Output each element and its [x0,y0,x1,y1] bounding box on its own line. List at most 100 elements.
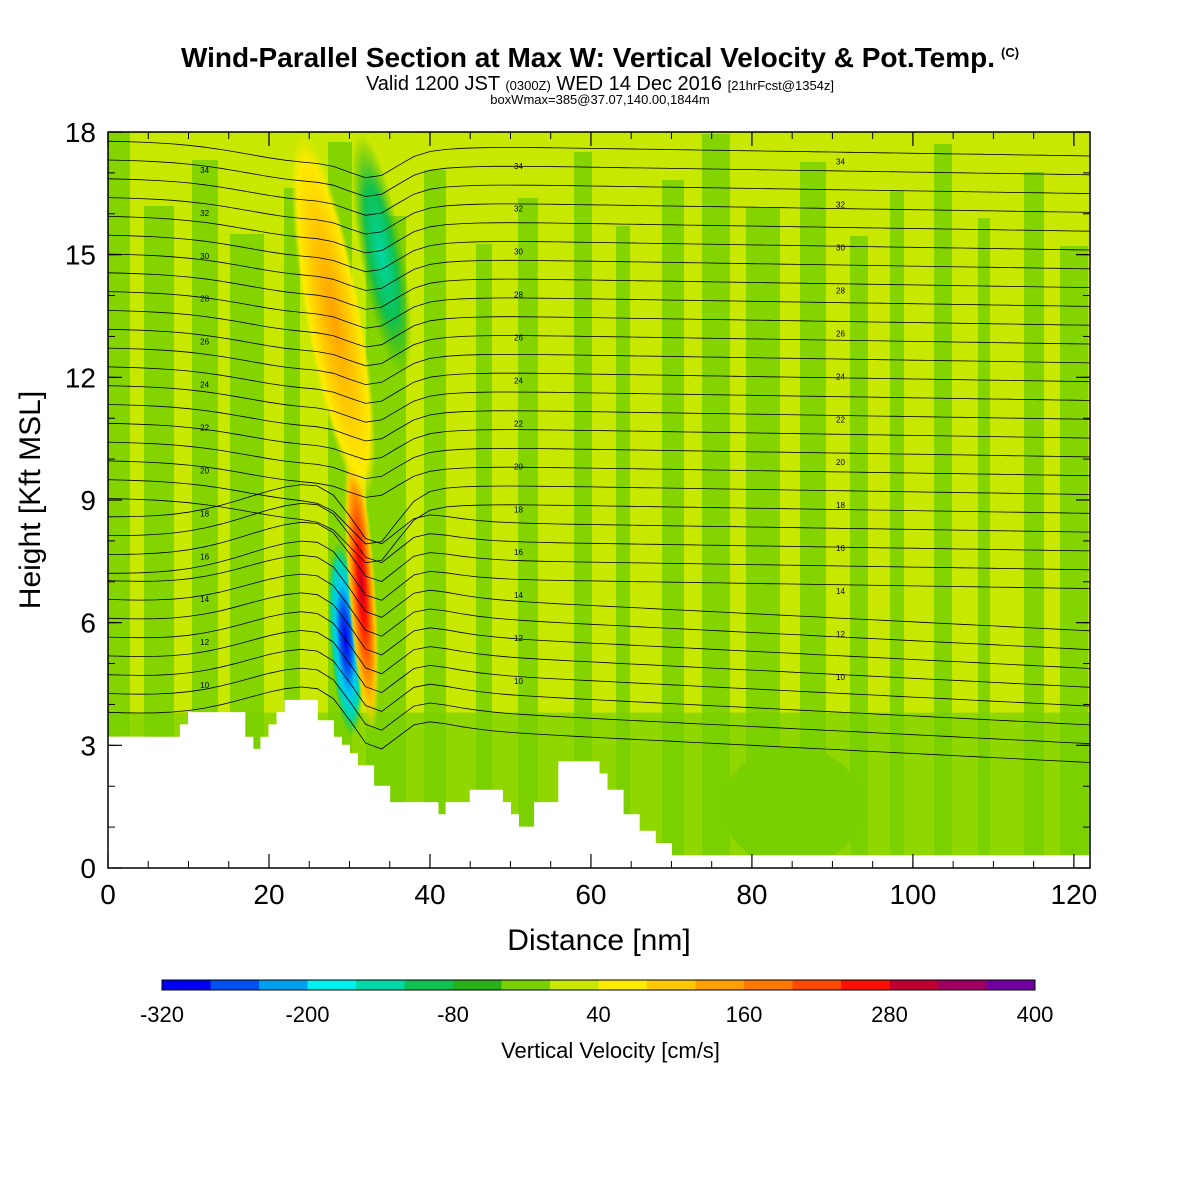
w-feature-updraft-core [344,439,379,733]
theta-contour-line [108,178,1090,216]
theta-contour-label: 30 [200,252,209,261]
colorbar: -320 -200 -80 40 160 280 400 Vertical Velocity … [140,979,1054,1063]
x-tick-label: 0 [100,879,116,910]
field-streak [934,144,952,868]
theta-contour-label: 10 [836,673,845,682]
colorbar-swatch [938,980,987,990]
field-streak [662,180,684,868]
field-streak [850,236,868,868]
colorbar-tick-label: -200 [285,1002,329,1027]
theta-contour-label: 10 [200,681,209,690]
subtitle-main: Valid 1200 JST [365,73,500,95]
theta-contour-line [108,540,1090,601]
theta-contour-line [108,234,1090,273]
theta-contour-line [108,404,1090,442]
theta-contour-line [108,667,1090,745]
theta-contour-label: 22 [200,423,209,432]
y-axis-label: Height [Kft MSL] [14,391,47,609]
colorbar-swatch [404,980,454,990]
theta-contour-line [108,216,1090,254]
theta-contour-label: 20 [200,466,209,475]
y-tick-label: 9 [80,485,96,516]
x-tick-label: 20 [253,879,284,910]
theta-contour-label: 26 [514,334,523,343]
theta-contour-label: 26 [836,329,845,338]
y-tick-label: 3 [80,730,96,761]
theta-contour-label: 30 [836,244,845,253]
theta-contour-label: 24 [514,376,523,385]
subtitle-zulu: (0300Z) [505,78,551,93]
theta-contour-line [108,479,1090,545]
theta-contour-line [108,484,1090,545]
x-tick-label: 120 [1051,879,1098,910]
theta-contour-label: 22 [514,419,523,428]
theta-contour-label: 28 [200,295,209,304]
w-feature-upper-updraft-band [291,134,376,498]
axes: 0 20 40 60 80 100 120 0 3 6 9 12 15 18 Distance [nm] He… [14,117,1097,957]
field-streak [284,188,300,868]
colorbar-swatch [162,980,211,990]
theta-contour-label: 30 [514,248,523,257]
theta-contour-line [108,272,1090,310]
colorbar-swatch [841,980,890,990]
theta-contour-label: 10 [514,677,523,686]
theta-contour-line [108,347,1090,386]
theta-contour-line [108,498,1090,564]
theta-contour-label: 24 [836,372,845,381]
theta-contour-label: 28 [514,291,523,300]
theta-contour-label: 12 [514,634,523,643]
colorbar-frame [161,979,1036,991]
field-lowlevel-cell [722,746,863,867]
colorbar-swatch [986,980,1036,990]
theta-contour-label: 16 [200,552,209,561]
field-streak [1060,246,1088,868]
theta-contour-label: 34 [514,162,523,171]
theta-contour-label: 22 [836,415,845,424]
colorbar-swatch [792,980,842,990]
colorbar-swatch [210,980,260,990]
colorbar-tick-label: 40 [586,1002,610,1027]
colorbar-swatch [695,980,745,990]
box-info: boxWmax=385@37.07,140.00,1844m [490,92,710,107]
theta-contour-label: 16 [514,548,523,557]
theta-contour-label: 12 [836,630,845,639]
theta-contour-line [108,366,1090,404]
theta-contour-label: 24 [200,381,209,390]
colorbar-swatch [501,980,551,990]
theta-contour-line [108,159,1090,197]
theta-contour-label: 12 [200,638,209,647]
theta-contour-line [108,592,1090,669]
chart-subtitle: Valid 1200 JST (0300Z) WED 14 Dec 2016 [… [0,73,1200,96]
theta-contour-line [108,521,1090,582]
theta-contour-label: 32 [514,205,523,214]
w-feature-upper-downdraft-band [351,133,413,376]
field-streak [1024,172,1044,868]
theta-contour-label: 14 [836,587,845,596]
theta-contour-label: 20 [836,458,845,467]
x-tick-label: 100 [890,879,937,910]
colorbar-tick-label: -80 [437,1002,469,1027]
field-streak [574,152,592,868]
theta-contour-label: 18 [200,509,209,518]
colorbar-swatch [744,980,793,990]
theta-contour-label: 34 [836,158,845,167]
theta-contour-line [108,611,1090,688]
chart-title-text: Wind-Parallel Section at Max W: Vertical… [180,42,995,73]
theta-contour-line [108,291,1090,329]
theta-contour-line [108,648,1090,726]
theta-contour-line [108,310,1090,348]
colorbar-swatch [356,980,405,990]
colorbar-tick-label: 280 [871,1002,908,1027]
theta-contour-label: 18 [514,505,523,514]
theta-contour-line [108,422,1090,461]
colorbar-swatch [550,980,599,990]
colorbar-tick-label: 160 [726,1002,763,1027]
theta-contour-label: 26 [200,338,209,347]
theta-contour-line [108,197,1090,235]
y-tick-label: 0 [80,853,96,884]
colorbar-tick-label: 400 [1017,1002,1054,1027]
theta-contours: 10 10 10 12 12 12 14 14 14 16 16 16 18 18 18 20 20 20 22 22… [108,140,1090,763]
theta-contour-line [108,328,1090,367]
field-streak [616,226,630,868]
